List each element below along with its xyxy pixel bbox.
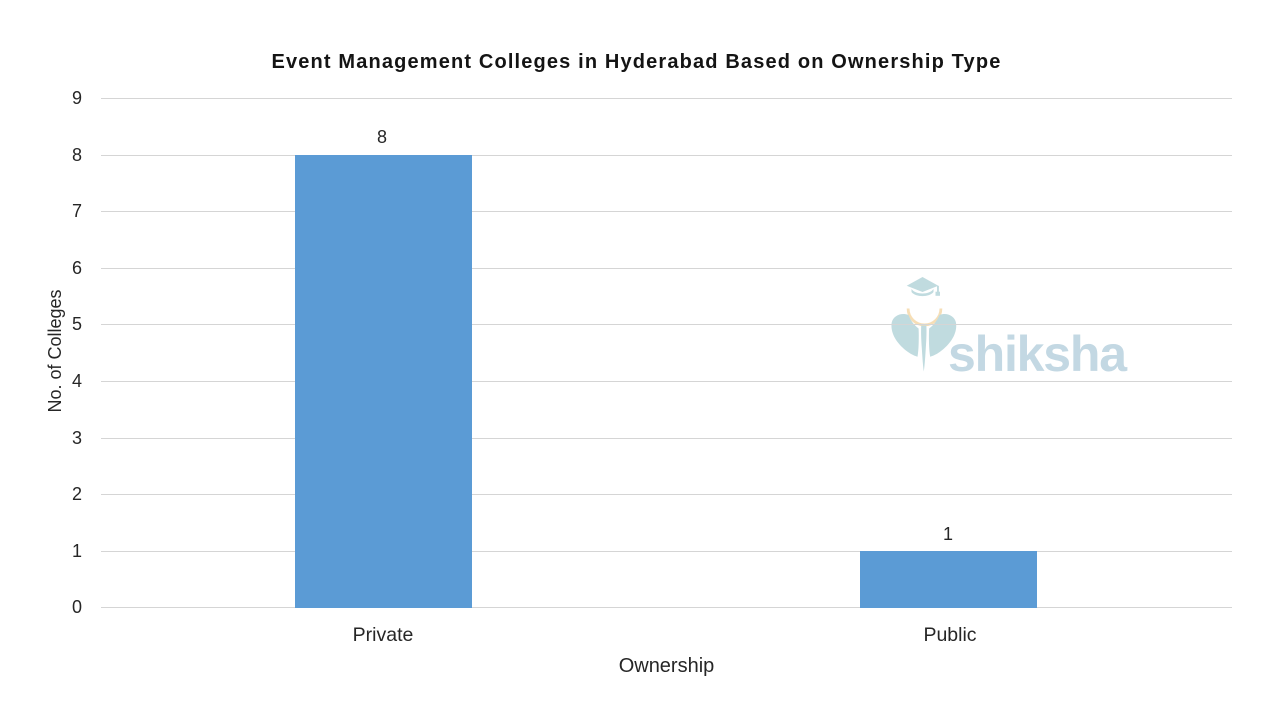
svg-text:shiksha: shiksha	[948, 326, 1128, 382]
